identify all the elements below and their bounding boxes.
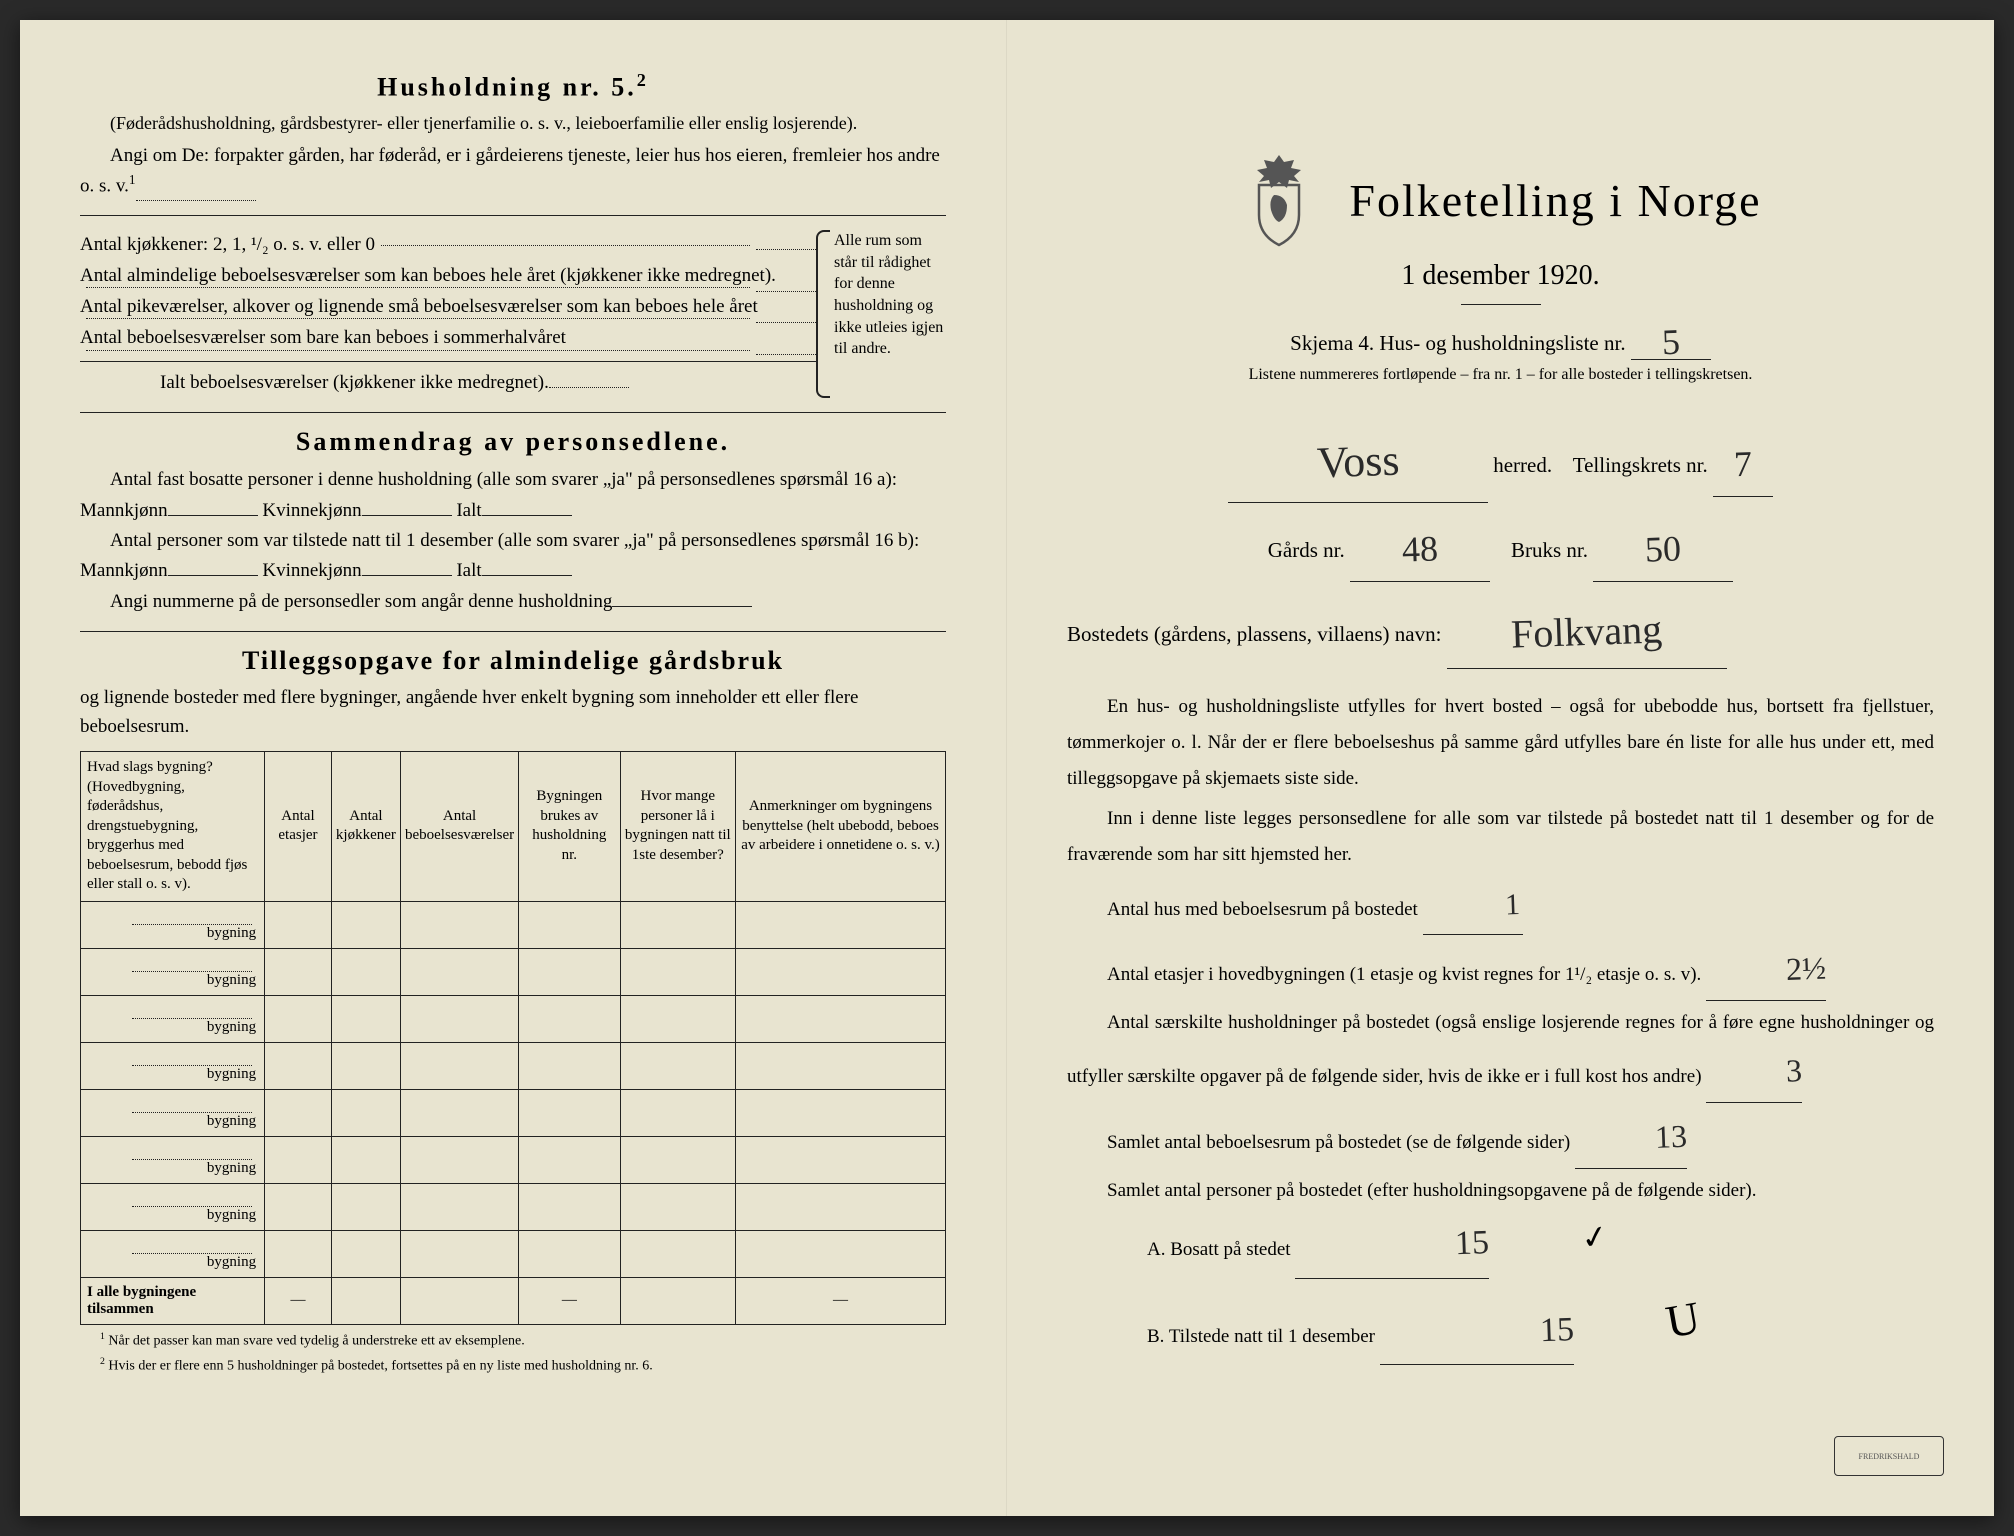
summary-title: Sammendrag av personsedlene. bbox=[80, 427, 946, 457]
th-floors: Antal etasjer bbox=[265, 752, 332, 902]
table-total-row: I alle bygningene tilsammen — — — bbox=[81, 1277, 946, 1324]
summary-line-2: Antal personer som var tilstede natt til… bbox=[80, 526, 946, 587]
summary-line-1: Antal fast bosatte personer i denne hush… bbox=[80, 465, 946, 526]
census-document: Husholdning nr. 5.2 (Føderådshusholdning… bbox=[20, 20, 1994, 1516]
table-row: bygning bbox=[81, 995, 946, 1042]
th-type: Hvad slags bygning? (Hovedbygning, føder… bbox=[81, 752, 265, 902]
q4: Samlet antal beboelsesrum på bostedet (s… bbox=[1067, 1107, 1934, 1169]
q2: Antal etasjer i hovedbygningen (1 etasje… bbox=[1067, 939, 1934, 1001]
footnote-1: 1 Når det passer kan man svare ved tydel… bbox=[80, 1331, 946, 1351]
household-note: (Føderådshusholdning, gårdsbestyrer- ell… bbox=[80, 111, 946, 136]
tillegg-title: Tilleggsopgave for almindelige gårdsbruk bbox=[80, 646, 946, 676]
table-header-row: Hvad slags bygning? (Hovedbygning, føder… bbox=[81, 752, 946, 902]
tillegg-note: og lignende bosteder med flere bygninger… bbox=[80, 684, 946, 741]
table-row: bygning bbox=[81, 1136, 946, 1183]
coat-of-arms-icon bbox=[1239, 150, 1319, 250]
rooms-section: Antal kjøkkener: 2, 1, ¹/₂ o. s. v. elle… bbox=[80, 230, 946, 398]
list-note: Listene nummereres fortløpende – fra nr.… bbox=[1067, 366, 1934, 384]
brace-note: Alle rum som står til rådighet for denne… bbox=[816, 230, 946, 398]
kitchen-row: Antal kjøkkener: 2, 1, ¹/₂ o. s. v. elle… bbox=[80, 230, 816, 260]
th-persons: Hvor mange personer lå i bygningen natt … bbox=[620, 752, 736, 902]
census-date: 1 desember 1920. bbox=[1067, 260, 1934, 292]
gards-line: Gårds nr. 48 Bruks nr. 50 bbox=[1067, 509, 1934, 582]
angi-text: Angi om De: forpakter gården, har føderå… bbox=[80, 142, 946, 201]
qA: A. Bosatt på stedet 15 ✓ bbox=[1067, 1213, 1934, 1279]
th-household: Bygningen brukes av husholdning nr. bbox=[519, 752, 620, 902]
main-title: Folketelling i Norge bbox=[1349, 174, 1761, 227]
th-remarks: Anmerkninger om bygningens benyttelse (h… bbox=[736, 752, 946, 902]
footnote-2: 2 Hvis der er flere enn 5 husholdninger … bbox=[80, 1356, 946, 1376]
right-page: Folketelling i Norge 1 desember 1920. Sk… bbox=[1007, 20, 1994, 1516]
q3: Antal særskilte husholdninger på bostede… bbox=[1067, 1005, 1934, 1103]
rule bbox=[80, 215, 946, 216]
ialt-row: Ialt beboelsesværelser (kjøkkener ikke m… bbox=[80, 368, 816, 398]
header: Folketelling i Norge bbox=[1067, 150, 1934, 250]
table-row: bygning bbox=[81, 1230, 946, 1277]
instructions: En hus- og husholdningsliste utfylles fo… bbox=[1067, 689, 1934, 1370]
table-row: bygning bbox=[81, 1042, 946, 1089]
herred-line: Voss herred. Tellingskrets nr. 7 bbox=[1067, 414, 1934, 503]
table-row: bygning bbox=[81, 948, 946, 995]
th-rooms: Antal beboelsesværelser bbox=[400, 752, 518, 902]
th-kitchens: Antal kjøkkener bbox=[331, 752, 400, 902]
household-title: Husholdning nr. 5.2 bbox=[80, 70, 946, 103]
q5: Samlet antal personer på bostedet (efter… bbox=[1067, 1173, 1934, 1209]
para-2: Inn i denne liste legges personsedlene f… bbox=[1067, 801, 1934, 873]
bosted-line: Bostedets (gårdens, plassens, villaens) … bbox=[1067, 588, 1934, 669]
left-page: Husholdning nr. 5.2 (Føderådshusholdning… bbox=[20, 20, 1007, 1516]
summary-line-3: Angi nummerne på de personsedler som ang… bbox=[80, 587, 946, 617]
para-1: En hus- og husholdningsliste utfylles fo… bbox=[1067, 689, 1934, 797]
q1: Antal hus med beboelsesrum på bostedet 1 bbox=[1067, 877, 1934, 935]
divider bbox=[1461, 304, 1541, 305]
check-b: U bbox=[1580, 1273, 1707, 1379]
schema-line: Skjema 4. Hus- og husholdningsliste nr. … bbox=[1067, 317, 1934, 360]
printer-stamp: FREDRIKSHALD bbox=[1834, 1436, 1944, 1476]
qB: B. Tilstede natt til 1 desember 15 U bbox=[1067, 1283, 1934, 1370]
table-row: bygning bbox=[81, 1183, 946, 1230]
table-row: bygning bbox=[81, 901, 946, 948]
check-a: ✓ bbox=[1498, 1205, 1614, 1283]
building-table: Hvad slags bygning? (Hovedbygning, føder… bbox=[80, 751, 946, 1325]
table-row: bygning bbox=[81, 1089, 946, 1136]
